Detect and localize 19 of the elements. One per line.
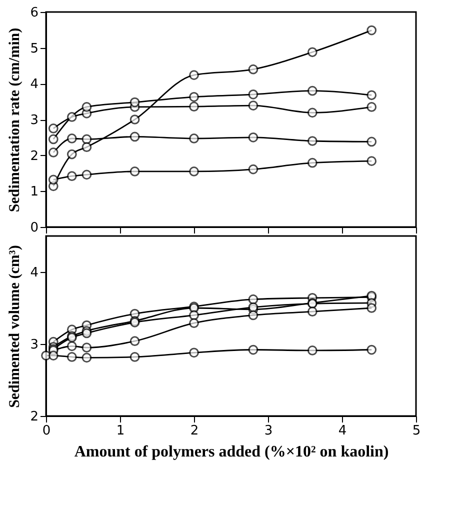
y-tick-label: 6 [30, 6, 38, 20]
y-tick-label: 1 [30, 184, 38, 200]
y-tick-label: 3 [30, 113, 38, 128]
y-tick-label: 5 [30, 41, 38, 56]
y-axis-title: Sedimented volume (cm³) [7, 245, 24, 408]
y-tick-label: 2 [30, 410, 38, 424]
y-tick-label: 0 [30, 220, 38, 236]
x-tick-label: 3 [264, 424, 273, 438]
x-tick-label: 4 [338, 424, 347, 438]
y-tick-label: 2 [30, 148, 38, 164]
x-tick-label: 2 [190, 424, 199, 438]
x-tick-label: 5 [412, 424, 421, 438]
x-axis-title: Amount of polymers added (%×10² on kaolin) [74, 444, 389, 460]
y-tick-label: 4 [30, 77, 38, 92]
y-tick-label: 3 [30, 338, 38, 352]
x-tick-label: 0 [42, 424, 51, 438]
y-tick-label: 4 [30, 266, 38, 280]
y-axis-title: Sedimentation rate (cm/min) [7, 28, 24, 212]
x-tick-label: 1 [116, 424, 125, 438]
